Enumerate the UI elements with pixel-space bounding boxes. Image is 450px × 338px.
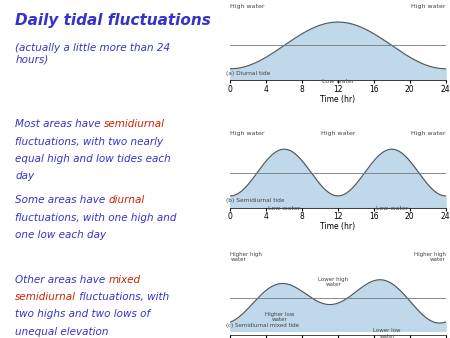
- Text: fluctuations, with: fluctuations, with: [76, 292, 170, 302]
- Text: equal high and low tides each: equal high and low tides each: [15, 154, 171, 164]
- Text: High water: High water: [411, 4, 446, 9]
- Text: High water: High water: [411, 131, 446, 136]
- Text: Most areas have: Most areas have: [15, 119, 104, 129]
- Text: Low water: Low water: [376, 207, 408, 211]
- Text: Low water: Low water: [268, 207, 300, 211]
- Text: fluctuations, with two nearly: fluctuations, with two nearly: [15, 137, 163, 147]
- Text: Lower low
water: Lower low water: [374, 328, 401, 338]
- Text: Higher high
water: Higher high water: [414, 251, 446, 262]
- Text: Lower high
water: Lower high water: [319, 276, 348, 287]
- Text: Higher high
water: Higher high water: [230, 251, 262, 262]
- Text: (b) Semidiurnal tide: (b) Semidiurnal tide: [226, 198, 284, 203]
- Text: Higher low
water: Higher low water: [265, 312, 294, 322]
- Text: Other areas have: Other areas have: [15, 275, 109, 285]
- Text: semidiurnal: semidiurnal: [104, 119, 165, 129]
- Text: unequal elevation: unequal elevation: [15, 327, 109, 337]
- Text: two highs and two lows of: two highs and two lows of: [15, 310, 150, 319]
- Text: High water: High water: [321, 131, 355, 136]
- Text: (a) Diurnal tide: (a) Diurnal tide: [226, 71, 270, 76]
- Text: (actually a little more than 24
hours): (actually a little more than 24 hours): [15, 43, 171, 65]
- Text: High water: High water: [230, 4, 265, 9]
- X-axis label: Time (hr): Time (hr): [320, 222, 356, 231]
- Text: mixed: mixed: [109, 275, 141, 285]
- X-axis label: Time (hr): Time (hr): [320, 95, 356, 104]
- Text: Some areas have: Some areas have: [15, 195, 109, 206]
- Text: (c) Semidiurnal mixed tide: (c) Semidiurnal mixed tide: [226, 323, 299, 328]
- Text: diurnal: diurnal: [109, 195, 145, 206]
- Text: Daily tidal fluctuations: Daily tidal fluctuations: [15, 13, 211, 28]
- Text: one low each day: one low each day: [15, 230, 106, 240]
- Text: fluctuations, with one high and: fluctuations, with one high and: [15, 213, 177, 223]
- Text: Low water: Low water: [322, 79, 354, 84]
- Text: semidiurnal: semidiurnal: [15, 292, 76, 302]
- Text: day: day: [15, 171, 34, 181]
- Text: High water: High water: [230, 131, 265, 136]
